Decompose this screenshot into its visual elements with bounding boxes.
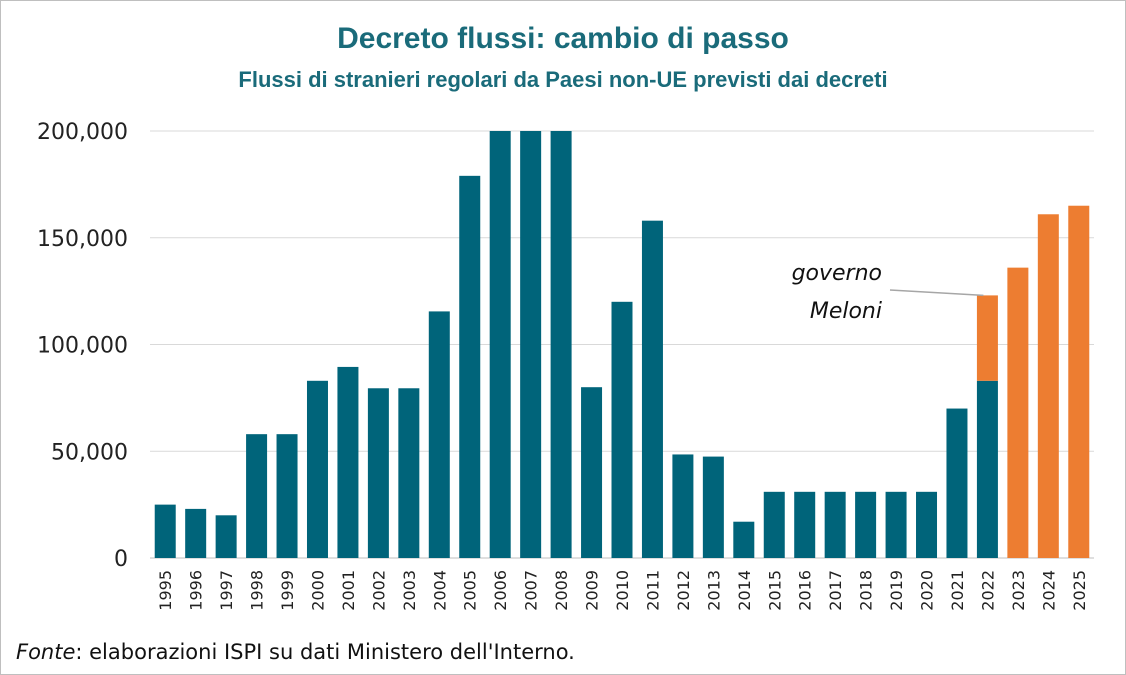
- bar-2017-series-1: [824, 491, 846, 558]
- bar-2018-series-1: [855, 491, 877, 558]
- annotation-leader-line: [889, 289, 984, 297]
- source-label: Fonte: [16, 640, 76, 664]
- source-text: : elaborazioni ISPI su dati Ministero de…: [75, 640, 575, 664]
- x-tick-label: 2017: [826, 570, 845, 611]
- x-tick-label: 2024: [1039, 570, 1058, 611]
- x-tick-label: 2005: [461, 570, 480, 611]
- bar-2021-series-1: [946, 408, 968, 558]
- annotation: governo Meloni: [792, 261, 984, 324]
- bar-1996-series-1: [185, 508, 207, 558]
- bar-2000-series-1: [306, 380, 328, 558]
- x-tick-label: 1998: [248, 570, 267, 611]
- x-tick-label: 2000: [308, 570, 327, 611]
- bar-2013-series-1: [702, 456, 724, 558]
- x-tick-label: 2015: [765, 570, 784, 611]
- y-tick-label: 150,000: [37, 227, 128, 252]
- chart-title: Decreto flussi: cambio di passo: [337, 22, 789, 55]
- x-tick-label: 2007: [522, 570, 541, 611]
- x-tick-label: 1995: [156, 570, 175, 611]
- bar-2015-series-1: [763, 491, 785, 558]
- bar-2004-series-1: [428, 311, 450, 558]
- bar-2005-series-1: [459, 175, 481, 558]
- bar-2024-series-2: [1037, 214, 1059, 558]
- x-tick-label: 2009: [583, 570, 602, 611]
- chart-subtitle: Flussi di stranieri regolari da Paesi no…: [238, 67, 888, 92]
- x-tick-label: 2023: [1009, 570, 1028, 611]
- source-note: Fonte: elaborazioni ISPI su dati Ministe…: [16, 640, 575, 664]
- annotation-text: Meloni: [810, 299, 882, 324]
- bar-2012-series-1: [672, 454, 694, 558]
- bar-2019-series-1: [885, 491, 907, 558]
- bar-2025-series-2: [1068, 205, 1090, 558]
- x-tick-label: 2012: [674, 570, 693, 611]
- x-tick-label: 1997: [217, 570, 236, 611]
- bar-2014-series-1: [733, 521, 755, 558]
- y-tick-label: 200,000: [37, 120, 128, 145]
- x-tick-label: 2003: [400, 570, 419, 611]
- x-tick-label: 2013: [704, 570, 723, 611]
- x-tick-label: 2006: [491, 570, 510, 611]
- x-tick-label: 2014: [735, 570, 754, 611]
- bar-2020-series-1: [916, 491, 938, 558]
- x-tick-label: 2008: [552, 570, 571, 611]
- bar-2007-series-1: [520, 131, 542, 558]
- bar-1995-series-1: [154, 504, 176, 558]
- bar-2006-series-1: [489, 131, 511, 558]
- y-tick-label: 100,000: [37, 334, 128, 359]
- bar-1999-series-1: [276, 434, 298, 558]
- y-tick-label: 50,000: [51, 440, 128, 465]
- bar-1997-series-1: [215, 515, 237, 558]
- x-tick-label: 2010: [613, 570, 632, 611]
- bar-2010-series-1: [611, 301, 633, 558]
- x-tick-label: 2021: [948, 570, 967, 611]
- bar-2023-series-2: [1007, 267, 1029, 558]
- bar-2016-series-1: [794, 491, 816, 558]
- bar-2001-series-1: [337, 366, 359, 558]
- y-tick-label: 0: [114, 547, 128, 572]
- bar-2011-series-1: [641, 220, 663, 559]
- bar-2022-series-2: [976, 295, 998, 381]
- bar-1998-series-1: [246, 434, 268, 558]
- annotation-text: governo: [792, 261, 882, 286]
- x-tick-label: 2018: [857, 570, 876, 611]
- x-tick-label: 2019: [887, 570, 906, 611]
- x-tick-label: 2001: [339, 570, 358, 611]
- y-axis-ticks: 0 50,000 100,000 150,000 200,000: [37, 120, 128, 572]
- bar-2003-series-1: [398, 388, 420, 558]
- x-tick-label: 1999: [278, 570, 297, 611]
- bars: [154, 131, 1090, 559]
- x-tick-label: 2016: [796, 570, 815, 611]
- x-tick-label: 2004: [430, 570, 449, 611]
- bar-2008-series-1: [550, 131, 572, 558]
- bar-2009-series-1: [581, 387, 603, 558]
- x-tick-label: 2020: [918, 570, 937, 611]
- x-tick-label: 2025: [1070, 570, 1089, 611]
- x-tick-label: 2002: [369, 570, 388, 611]
- bar-2002-series-1: [367, 388, 389, 558]
- x-tick-label: 2011: [643, 570, 662, 611]
- x-tick-label: 2022: [978, 570, 997, 611]
- x-axis-ticks: 1995 1996 1997 1998 1999 2000 2001 2002 2003 2004…: [156, 570, 1089, 611]
- bar-2022-series-1: [976, 380, 998, 558]
- x-tick-label: 1996: [187, 570, 206, 611]
